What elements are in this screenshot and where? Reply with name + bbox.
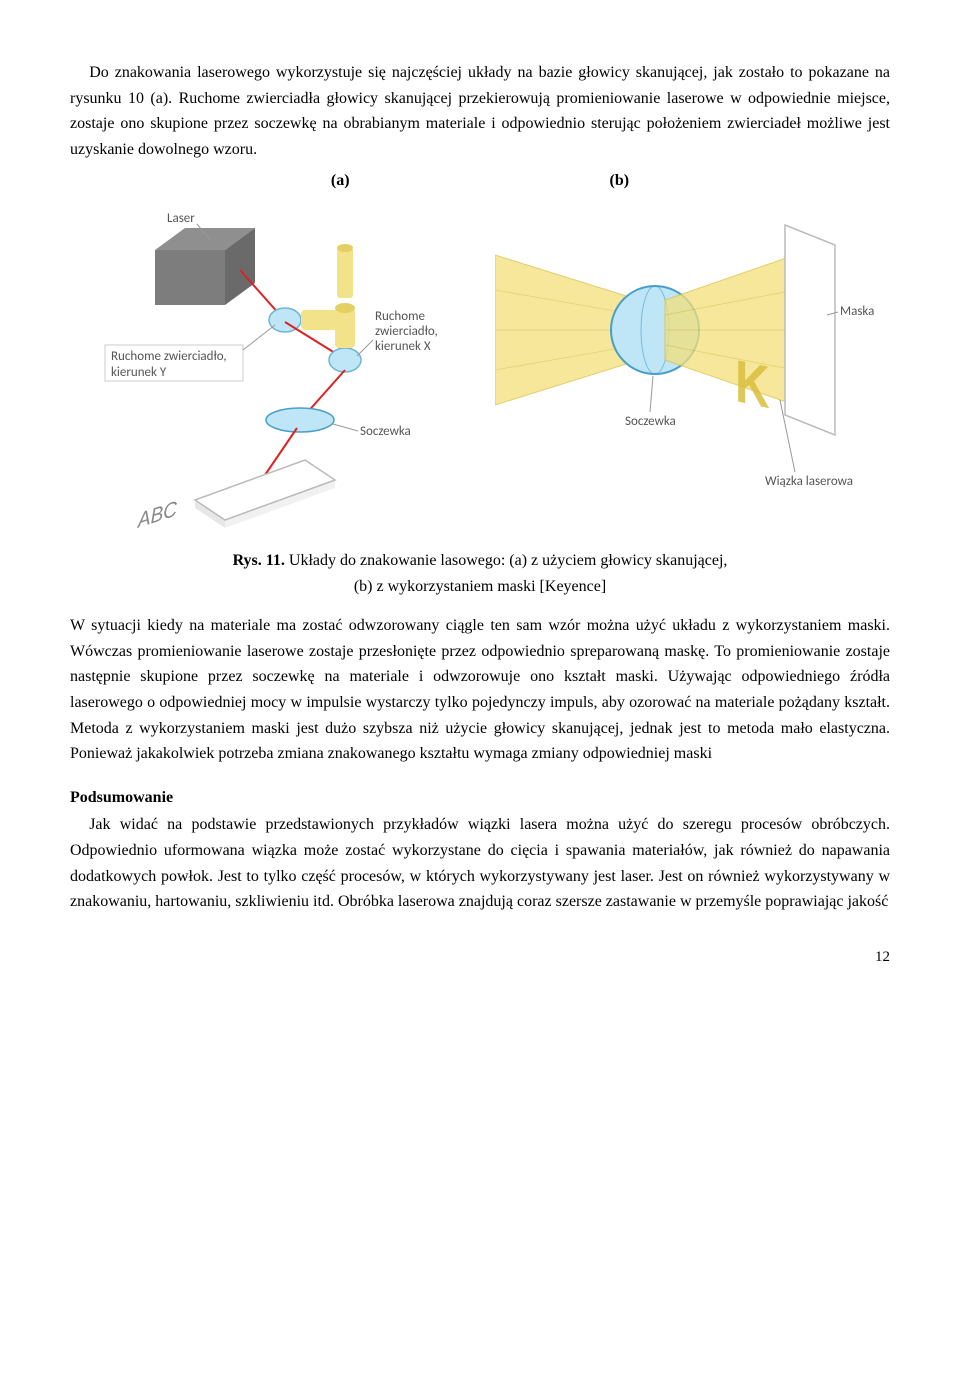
svg-text:Soczewka: Soczewka <box>625 414 676 429</box>
diagram-b-svg: K Maska Soczewka Wiązka laserowa <box>495 200 885 530</box>
label-mirror-x: Ruchome zwierciadło, kierunek X <box>357 309 438 356</box>
svg-text:kierunek Y: kierunek Y <box>111 365 167 380</box>
plate-text: ABC <box>136 497 177 530</box>
svg-text:Ruchome: Ruchome <box>375 309 425 324</box>
sublabel-b: (b) <box>610 168 630 194</box>
svg-text:Ruchome zwierciadło,: Ruchome zwierciadło, <box>111 349 227 364</box>
label-lens-b: Soczewka <box>625 376 676 429</box>
caption-lead: Rys. 11. <box>233 552 285 569</box>
figure-11: Laser <box>70 200 890 530</box>
svg-text:Maska: Maska <box>840 304 874 319</box>
label-lens-a: Soczewka <box>333 424 411 439</box>
paragraph-2: W sytuacji kiedy na materiale ma zostać … <box>70 613 890 767</box>
caption-line2: (b) z wykorzystaniem maski [Keyence] <box>354 578 606 595</box>
motor-x <box>335 244 355 348</box>
caption-line1: Układy do znakowanie lasowego: (a) z uży… <box>285 552 728 569</box>
figure-panel-b: K Maska Soczewka Wiązka laserowa <box>495 200 885 530</box>
intro-paragraph: Do znakowania laserowego wykorzystuje si… <box>70 60 890 162</box>
figure-caption: Rys. 11. Układy do znakowanie lasowego: … <box>120 548 840 599</box>
diagram-a-svg: Laser <box>75 200 465 530</box>
svg-text:Wiązka laserowa: Wiązka laserowa <box>765 474 853 489</box>
sublabel-a: (a) <box>331 168 350 194</box>
workpiece-plate: ABC <box>136 460 335 530</box>
mask-letter: K <box>735 346 770 421</box>
page-number: 12 <box>70 945 890 969</box>
svg-text:kierunek X: kierunek X <box>375 339 431 354</box>
laser-cube <box>155 228 255 305</box>
label-mirror-y: Ruchome zwierciadło, kierunek Y <box>105 325 275 381</box>
svg-text:zwierciadło,: zwierciadło, <box>375 324 438 339</box>
svg-text:Soczewka: Soczewka <box>360 424 411 439</box>
figure-panel-a: Laser <box>75 200 465 530</box>
section-heading-podsumowanie: Podsumowanie <box>70 785 890 811</box>
output-beam <box>665 255 795 405</box>
label-laser: Laser <box>167 211 195 226</box>
paragraph-3: Jak widać na podstawie przedstawionych p… <box>70 812 890 914</box>
figure-sublabels: (a) (b) <box>70 168 890 194</box>
